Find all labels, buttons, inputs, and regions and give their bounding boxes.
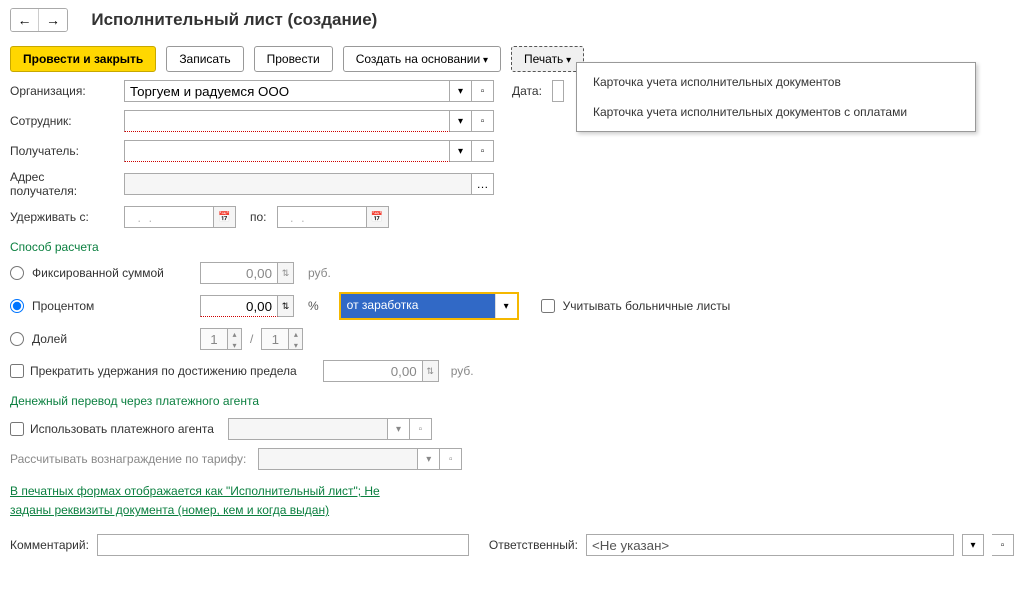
to-label: по:: [250, 210, 267, 224]
date-to-cal-button[interactable]: 📅: [367, 206, 389, 228]
stop-spin-button: ⇅: [423, 360, 439, 382]
nav-forward-button[interactable]: →: [39, 9, 67, 31]
from-salary-select[interactable]: от заработка ▾: [339, 292, 519, 320]
save-button[interactable]: Записать: [166, 46, 243, 72]
fraction-radio[interactable]: [10, 332, 24, 346]
use-agent-label: Использовать платежного агента: [30, 422, 214, 436]
employee-label: Сотрудник:: [10, 114, 118, 128]
fixed-label: Фиксированной суммой: [32, 266, 192, 280]
employee-open-button[interactable]: ▫: [472, 110, 494, 132]
org-label: Организация:: [10, 84, 118, 98]
withhold-from-label: Удерживать с:: [10, 210, 118, 224]
employee-dropdown-button[interactable]: ▾: [450, 110, 472, 132]
rub-unit-1: руб.: [308, 266, 331, 280]
submit-button[interactable]: Провести: [254, 46, 333, 72]
recipient-addr-ellipsis-button[interactable]: …: [472, 173, 494, 195]
percent-label: Процентом: [32, 299, 192, 313]
use-agent-checkbox[interactable]: [10, 422, 24, 436]
sick-leave-label: Учитывать больничные листы: [563, 299, 731, 313]
org-open-button[interactable]: ▫: [472, 80, 494, 102]
print-forms-link[interactable]: В печатных формах отображается как "Испо…: [10, 482, 410, 520]
tariff-open-button: ▫: [440, 448, 462, 470]
frac-num-spin: ▴▾: [228, 328, 242, 350]
tariff-input[interactable]: [258, 448, 418, 470]
responsible-dropdown-button[interactable]: ▾: [962, 534, 984, 556]
comment-input[interactable]: [97, 534, 469, 556]
tariff-label: Рассчитывать вознаграждение по тарифу:: [10, 452, 246, 466]
rub-unit-2: руб.: [451, 364, 474, 378]
fixed-spin-button: ⇅: [278, 262, 294, 284]
print-dropdown-menu: Карточка учета исполнительных документов…: [576, 62, 976, 132]
frac-den-spin: ▴▾: [289, 328, 303, 350]
agent-header: Денежный перевод через платежного агента: [10, 394, 1014, 408]
pct-unit: %: [308, 299, 319, 313]
recipient-input[interactable]: [124, 140, 450, 162]
print-menu-item-1[interactable]: Карточка учета исполнительных документов: [577, 67, 975, 97]
from-salary-value: от заработка: [341, 294, 495, 318]
percent-amount-input[interactable]: [200, 295, 278, 317]
calc-method-header: Способ расчета: [10, 240, 1014, 254]
create-based-button[interactable]: Создать на основании: [343, 46, 501, 72]
percent-spin-button[interactable]: ⇅: [278, 295, 294, 317]
from-salary-dropdown-button[interactable]: ▾: [495, 294, 517, 318]
agent-open-button: ▫: [410, 418, 432, 440]
fraction-label: Долей: [32, 332, 192, 346]
print-button[interactable]: Печать: [511, 46, 584, 72]
responsible-open-button[interactable]: ▫: [992, 534, 1014, 556]
responsible-input[interactable]: [586, 534, 954, 556]
date-input[interactable]: [552, 80, 564, 102]
employee-input[interactable]: [124, 110, 450, 132]
fixed-radio[interactable]: [10, 266, 24, 280]
sick-leave-checkbox[interactable]: [541, 299, 555, 313]
recipient-label: Получатель:: [10, 144, 118, 158]
agent-dropdown-button: ▾: [388, 418, 410, 440]
print-menu-item-2[interactable]: Карточка учета исполнительных документов…: [577, 97, 975, 127]
responsible-label: Ответственный:: [489, 538, 578, 552]
page-title: Исполнительный лист (создание): [91, 10, 377, 30]
recipient-open-button[interactable]: ▫: [472, 140, 494, 162]
agent-input[interactable]: [228, 418, 388, 440]
stop-amount-input[interactable]: [323, 360, 423, 382]
fixed-amount-input[interactable]: [200, 262, 278, 284]
date-to-input[interactable]: [277, 206, 367, 228]
tariff-dropdown-button: ▾: [418, 448, 440, 470]
recipient-addr-input[interactable]: [124, 173, 472, 195]
nav-back-button[interactable]: ←: [11, 9, 39, 31]
stop-limit-checkbox[interactable]: [10, 364, 24, 378]
percent-radio[interactable]: [10, 299, 24, 313]
stop-limit-label: Прекратить удержания по достижению преде…: [30, 364, 297, 378]
recipient-addr-label: Адрес получателя:: [10, 170, 118, 198]
org-input[interactable]: [124, 80, 450, 102]
frac-num-input[interactable]: [200, 328, 228, 350]
date-label: Дата:: [512, 84, 542, 98]
recipient-dropdown-button[interactable]: ▾: [450, 140, 472, 162]
comment-label: Комментарий:: [10, 538, 89, 552]
submit-close-button[interactable]: Провести и закрыть: [10, 46, 156, 72]
date-from-input[interactable]: [124, 206, 214, 228]
frac-den-input[interactable]: [261, 328, 289, 350]
date-from-cal-button[interactable]: 📅: [214, 206, 236, 228]
org-dropdown-button[interactable]: ▾: [450, 80, 472, 102]
